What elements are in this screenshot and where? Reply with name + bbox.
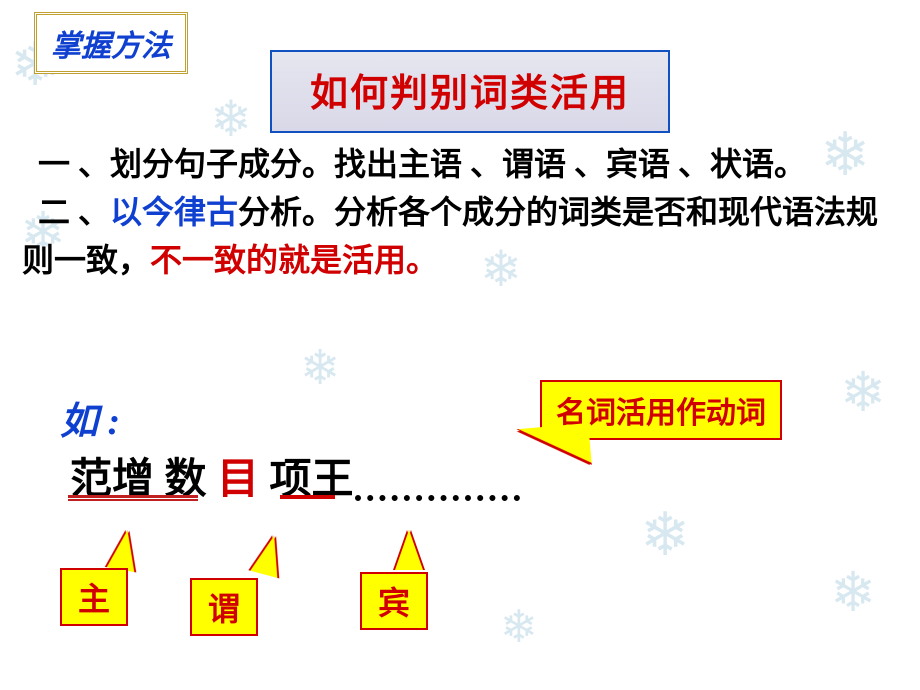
para2-emphasis: 不一致的就是活用。	[150, 242, 438, 278]
para2-keyword: 以今律古	[110, 194, 238, 230]
tag-object: 宾	[360, 572, 428, 630]
tag-arrow-icon	[250, 532, 287, 578]
tag-arrow-icon	[395, 530, 423, 570]
para1: 一 、划分句子成分。找出主语 、谓语 、宾语 、状语。	[38, 146, 806, 182]
method-badge: 掌握方法	[34, 12, 188, 74]
example-label: 如 :	[60, 390, 120, 445]
tag-subject: 主	[60, 568, 128, 626]
underline-subject-b	[68, 499, 198, 501]
snowflake-icon: ❄	[500, 600, 538, 653]
callout-tail-icon	[518, 423, 591, 469]
example-highlight: 目	[217, 457, 259, 503]
snowflake-icon: ❄	[300, 340, 340, 396]
slide-title: 如何判别词类活用	[270, 50, 670, 133]
snowflake-icon: ❄	[840, 360, 886, 424]
snowflake-icon: ❄	[640, 500, 690, 570]
underline-object	[355, 495, 520, 501]
tag-arrow-icon	[107, 528, 142, 572]
snowflake-icon: ❄	[830, 560, 876, 624]
para2-prefix: 二 、	[38, 194, 110, 230]
body-paragraphs: 一 、划分句子成分。找出主语 、谓语 、宾语 、状语。 二 、以今律古分析。分析…	[22, 140, 898, 284]
underline-subject	[68, 495, 198, 498]
tag-predicate: 谓	[190, 578, 258, 636]
underline-predicate	[280, 495, 335, 499]
